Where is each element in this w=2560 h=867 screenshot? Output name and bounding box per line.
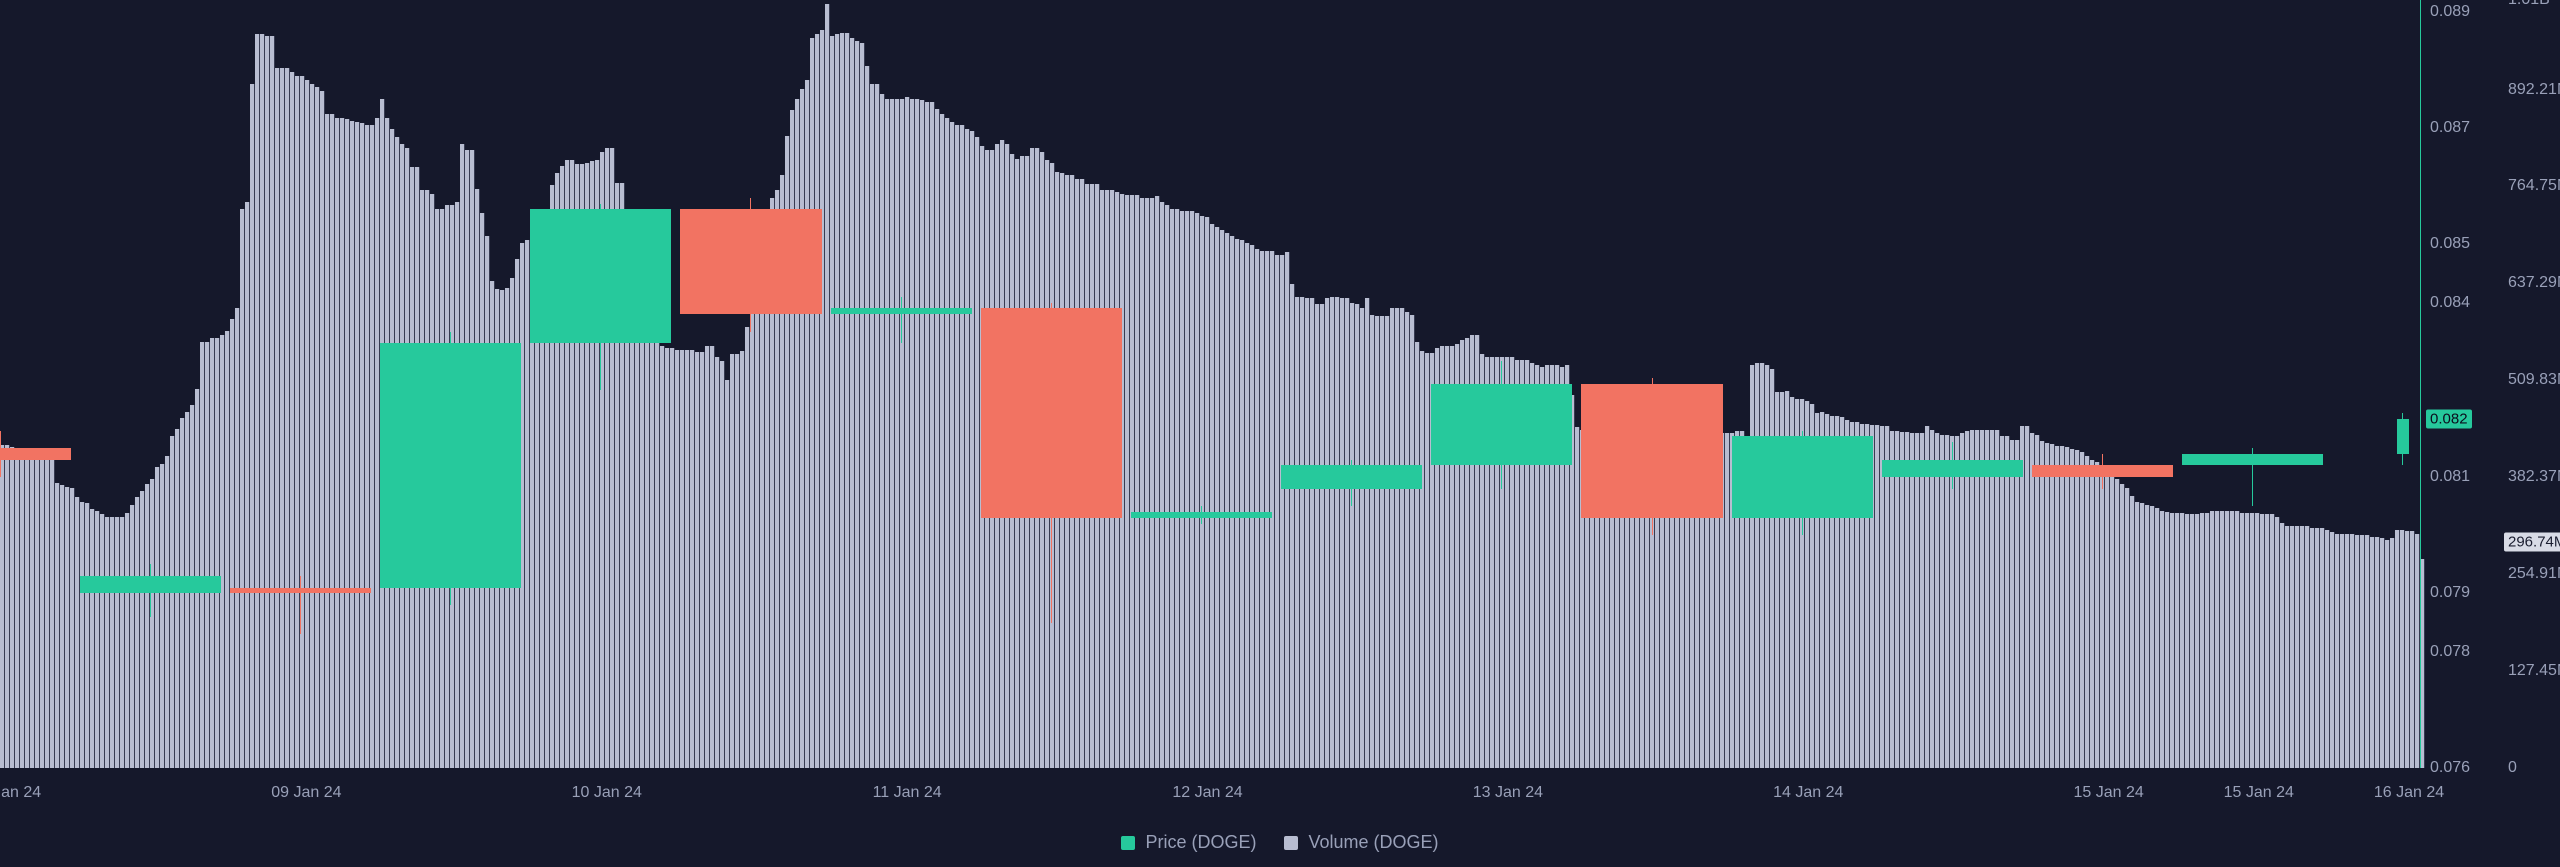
volume-axis-tick: 637.29M bbox=[2508, 274, 2560, 292]
x-axis-tick: 15 Jan 24 bbox=[2224, 784, 2294, 802]
x-axis-tick: 11 Jan 24 bbox=[873, 784, 942, 802]
candle-body bbox=[530, 209, 671, 343]
legend-label: Price (DOGE) bbox=[1145, 832, 1256, 853]
volume-axis-tick: 0 bbox=[2508, 759, 2517, 777]
x-axis-tick: 16 Jan 24 bbox=[2374, 784, 2444, 802]
price-axis-tick: 0.078 bbox=[2430, 643, 2470, 661]
price-axis-tick: 0.089 bbox=[2430, 3, 2470, 21]
legend-swatch bbox=[1284, 836, 1298, 850]
x-axis-tick: 12 Jan 24 bbox=[1172, 784, 1242, 802]
candle-body bbox=[1281, 465, 1422, 488]
legend-item[interactable]: Price (DOGE) bbox=[1121, 832, 1256, 853]
candle-body bbox=[80, 576, 221, 593]
candle-body bbox=[230, 588, 371, 594]
volume-axis-tick: 764.75M bbox=[2508, 177, 2560, 195]
legend-swatch bbox=[1121, 836, 1135, 850]
x-axis-tick: 10 Jan 24 bbox=[572, 784, 642, 802]
candlestick-volume-chart: Price (DOGE) Volume (DOGE) 0.089 0.087 0.08… bbox=[0, 0, 2560, 867]
candle-body bbox=[2032, 465, 2173, 477]
legend-item[interactable]: Volume (DOGE) bbox=[1284, 832, 1438, 853]
candle-wick bbox=[901, 297, 902, 344]
price-axis-tick: 0.084 bbox=[2430, 294, 2470, 312]
price-axis-tick: 0.087 bbox=[2430, 119, 2470, 137]
candle-body bbox=[380, 343, 521, 587]
candle-body bbox=[1732, 436, 1873, 517]
candle-body bbox=[831, 308, 972, 314]
volume-axis-tick: 1.01B bbox=[2508, 0, 2550, 9]
legend-label: Volume (DOGE) bbox=[1308, 832, 1438, 853]
x-axis-tick: 08 Jan 24 bbox=[0, 784, 41, 802]
candle-body bbox=[680, 209, 821, 314]
x-axis-tick: 15 Jan 24 bbox=[2073, 784, 2143, 802]
volume-axis-tick: 509.83M bbox=[2508, 371, 2560, 389]
price-axis-line bbox=[2420, 0, 2421, 768]
volume-current-flag: 296.74M bbox=[2504, 533, 2560, 552]
candle-body bbox=[1431, 384, 1572, 465]
candle-body bbox=[1882, 460, 2023, 477]
x-axis-tick: 14 Jan 24 bbox=[1773, 784, 1843, 802]
volume-axis-tick: 127.45M bbox=[2508, 662, 2560, 680]
volume-axis-tick: 382.37M bbox=[2508, 468, 2560, 486]
chart-legend: Price (DOGE) Volume (DOGE) bbox=[0, 832, 2560, 853]
price-axis-tick: 0.081 bbox=[2430, 468, 2470, 486]
candle-wick bbox=[300, 576, 301, 634]
price-axis-tick: 0.076 bbox=[2430, 759, 2470, 777]
candle-body bbox=[981, 308, 1122, 517]
candle-body bbox=[2182, 454, 2323, 466]
plot-area[interactable] bbox=[0, 0, 2418, 768]
volume-axis-tick: 892.21M bbox=[2508, 81, 2560, 99]
price-current-flag: 0.082 bbox=[2426, 409, 2472, 428]
x-axis-tick: 13 Jan 24 bbox=[1473, 784, 1543, 802]
x-axis-tick: 09 Jan 24 bbox=[271, 784, 341, 802]
candle-body bbox=[2397, 419, 2409, 454]
price-axis-tick: 0.085 bbox=[2430, 235, 2470, 253]
candle-body bbox=[1131, 512, 1272, 518]
price-axis-tick: 0.079 bbox=[2430, 584, 2470, 602]
candle-body bbox=[0, 448, 71, 460]
volume-axis-tick: 254.91M bbox=[2508, 565, 2560, 583]
candle-body bbox=[1581, 384, 1722, 518]
